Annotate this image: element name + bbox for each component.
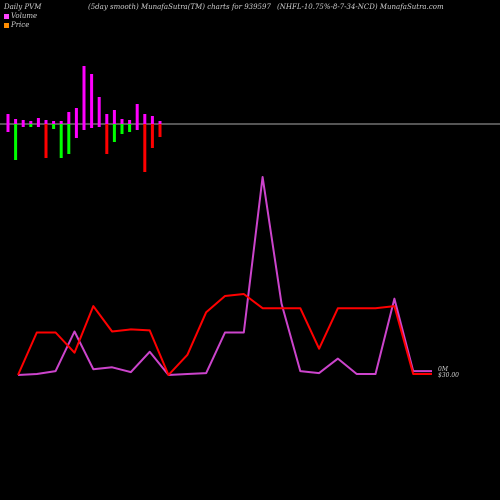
pvm-bar-up xyxy=(21,120,25,124)
pvm-bar-down xyxy=(44,124,48,158)
pvm-bar-down xyxy=(158,124,162,137)
legend-price-swatch xyxy=(4,22,9,28)
pvm-bar-down xyxy=(29,124,33,127)
pvm-bar-up xyxy=(14,119,18,124)
price-line xyxy=(17,293,432,376)
pvm-bar-up xyxy=(74,108,78,124)
pvm-bar-up xyxy=(6,114,10,124)
pvm-bar-down xyxy=(128,124,132,132)
pvm-bar-up xyxy=(44,120,48,124)
pvm-bar-up xyxy=(120,119,124,124)
pvm-bar-down xyxy=(52,124,56,129)
pvm-bar-down xyxy=(105,124,109,154)
pvm-bar-down xyxy=(90,124,94,128)
pvm-bar-down xyxy=(36,124,40,127)
volume-end-label: 0M xyxy=(438,366,449,373)
chart-title-right: (NHFL-10.75%-8-7-34-NCD) MunafaSutra.com xyxy=(277,3,444,11)
chart-title-left: Daily PVM xyxy=(4,3,42,11)
pvm-bar-down xyxy=(21,124,25,127)
legend-volume-label: Volume xyxy=(11,12,38,20)
pvm-bar-up xyxy=(143,114,147,124)
chart-title-mid: (5day smooth) MunafaSutra(TM) charts for… xyxy=(88,3,271,11)
pvm-bar-up xyxy=(59,121,63,124)
legend-price: Price xyxy=(4,21,29,29)
pvm-bar-down xyxy=(135,124,139,130)
pvm-bar-down xyxy=(14,124,18,160)
pvm-bar-down xyxy=(150,124,154,148)
pvm-bar-down xyxy=(97,124,101,127)
pvm-bar-up xyxy=(105,114,109,124)
pvm-bar-up xyxy=(29,121,33,124)
pvm-bar-down xyxy=(6,124,10,132)
pvm-bar-down xyxy=(82,124,86,130)
pvm-bar-down xyxy=(59,124,63,158)
legend-price-label: Price xyxy=(11,21,30,29)
pvm-bar-up xyxy=(135,104,139,124)
pvm-bar-down xyxy=(143,124,147,172)
pvm-bar-up xyxy=(90,74,94,124)
pvm-bar-up xyxy=(150,116,154,124)
pvm-bar-up xyxy=(82,66,86,124)
pvm-bar-up xyxy=(128,120,132,124)
pvm-bar-up xyxy=(112,110,116,124)
pvm-bar-down xyxy=(112,124,116,142)
price-end-label: $30.00 xyxy=(438,372,459,379)
pvm-bar-up xyxy=(97,97,101,124)
legend-volume-swatch xyxy=(4,13,9,19)
pvm-bar-down xyxy=(67,124,71,154)
pvm-bar-up xyxy=(36,118,40,124)
pvm-bar-up xyxy=(158,121,162,124)
volume-line xyxy=(17,176,432,376)
pvm-bar-up xyxy=(52,121,56,124)
legend-volume: Volume xyxy=(4,12,37,20)
pvm-bar-down xyxy=(74,124,78,138)
pvm-bar-down xyxy=(120,124,124,134)
pvm-bar-up xyxy=(67,112,71,124)
